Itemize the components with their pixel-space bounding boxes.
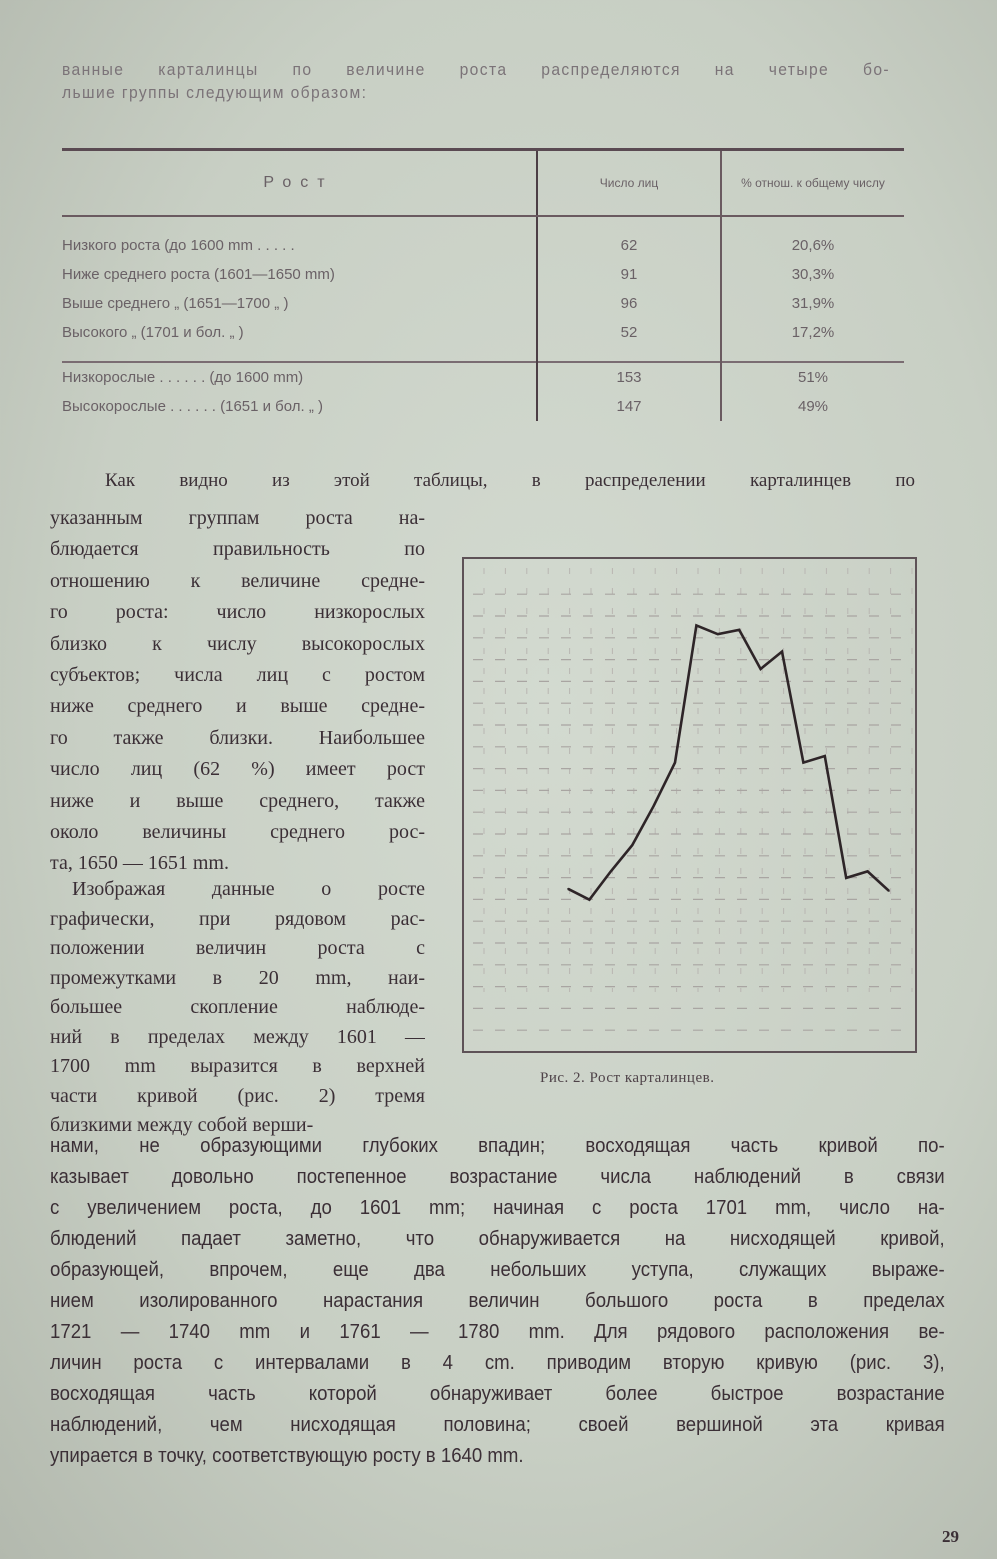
text-line: восходящая часть которой обнаруживает бо… [50, 1383, 945, 1405]
header-height: Рост [62, 148, 537, 217]
text-line: Изображая данные о росте [72, 878, 425, 900]
text-line: наблюдений, чем нисходящая половина; сво… [50, 1414, 945, 1436]
cell-count: 147 [536, 392, 721, 421]
table-row: Низкого роста (до 1600 mm . . . . . 62 2… [62, 216, 904, 260]
text-line: личин роста с интервалами в 4 cm. привод… [50, 1352, 945, 1374]
height-distribution-table: Рост Число лиц % отнош. к общему числу Н… [62, 148, 904, 421]
text-line: нием изолированного нарастания величин б… [50, 1290, 945, 1312]
text-line: число лиц (62 %) имеет рост [50, 758, 425, 781]
data-point [802, 761, 805, 764]
text-line: положении величин роста с [50, 937, 425, 959]
cell-count: 153 [536, 361, 721, 392]
cell-height: Низкого роста (до 1600 mm . . . . . [62, 237, 295, 254]
data-point [567, 887, 569, 890]
intro-text: ванные карталинцы по величине роста расп… [62, 60, 962, 106]
text-line: образующей, впрочем, еще два небольших у… [50, 1259, 945, 1281]
data-point [781, 650, 783, 653]
table-spacer [62, 347, 904, 362]
table-summary-row: Высокорослые . . . . . . (1651 и бол. „ … [62, 392, 904, 421]
text-line: блюдений падает заметно, что обнаруживае… [50, 1228, 945, 1250]
text-line: нами, не образующими глубоких впадин; во… [50, 1135, 945, 1157]
cell-percent: 51% [720, 361, 904, 392]
cell-count: 52 [536, 318, 721, 347]
header-count: Число лиц [536, 148, 721, 217]
table-header-row: Рост Число лиц % отнош. к общему числу [62, 148, 904, 217]
text-line: с увеличением роста, до 1601 mm; начиная… [50, 1197, 945, 1219]
text-line: ванные карталинцы по величине роста расп… [62, 60, 890, 79]
data-point [845, 877, 847, 879]
text-line: близко к числу высокорослых [50, 632, 425, 655]
text-line: близкими между собой верши- [50, 1114, 314, 1136]
text-line: графически, при рядовом рас- [50, 907, 425, 930]
figure-2-height-chart [462, 557, 917, 1053]
cell-count: 91 [536, 260, 721, 289]
page-number: 29 [942, 1527, 959, 1546]
text-line: го также близки. Наибольшее [50, 726, 425, 749]
text-line: субъектов; числа лиц с ростом [50, 663, 425, 686]
table-summary-row: Низкорослые . . . . . . (до 1600 mm) 153… [62, 361, 904, 392]
chart-frame [462, 557, 917, 1053]
cell-height: Низкорослые . . . . . . (до 1600 mm) [62, 361, 537, 392]
text-line: льшие группы следующим образом: [62, 83, 368, 102]
text-line: ниже среднего и выше средне- [50, 695, 425, 718]
cell-percent: 17,2% [720, 318, 904, 347]
data-point [588, 898, 591, 901]
data-point [738, 629, 740, 631]
text-line: казывает довольно постепенное возрастани… [50, 1166, 945, 1188]
data-point [717, 633, 719, 635]
cell-percent: 30,3% [720, 260, 904, 289]
text-line: та, 1650 — 1651 mm. [50, 852, 229, 875]
data-point [610, 870, 612, 873]
text-line: большее скопление наблюде- [50, 996, 425, 1018]
cell-height: Высокого „ (1701 и бол. „ ) [62, 324, 244, 341]
text-line: части кривой (рис. 2) тремя [50, 1084, 425, 1107]
data-point [759, 668, 762, 670]
series-line [567, 623, 890, 902]
paragraph-2-continued: нами, не образующими глубоких впадин; во… [50, 1131, 997, 1472]
paragraph-2: Изображая данные о росте графически, при … [50, 875, 425, 1141]
cell-percent: 20,6% [720, 216, 904, 260]
data-point [866, 870, 869, 873]
text-line: 1721 — 1740 mm и 1761 — 1780 mm. Для ряд… [50, 1321, 945, 1343]
text-line: упирается в точку, соответствующую росту… [50, 1445, 524, 1467]
cell-count: 62 [536, 216, 721, 260]
header-percent: % отнош. к общему числу [720, 148, 904, 217]
text-line: Как видно из этой таблицы, в распределен… [105, 470, 915, 491]
cell-count: 96 [536, 289, 721, 318]
cell-percent: 49% [720, 392, 904, 421]
cell-height: Высокорослые . . . . . . (1651 и бол. „ … [62, 398, 324, 415]
cell-height: Выше среднего „ (1651—1700 „ ) [62, 295, 289, 312]
data-point [674, 761, 676, 764]
text-line: блюдается правильность по [50, 538, 425, 561]
figure-caption: Рис. 2. Рост карталинцев. [540, 1070, 715, 1086]
data-point [888, 890, 890, 892]
paragraph-1-first-line: Как видно из этой таблицы, в распределен… [105, 470, 915, 500]
table-row: Выше среднего „ (1651—1700 „ ) 96 31,9% [62, 289, 904, 318]
paragraph-1: указанным группам роста на-блюдается пра… [50, 503, 425, 880]
cell-percent: 31,9% [720, 289, 904, 318]
text-line: отношению к величине средне- [50, 569, 425, 592]
text-line: ниже и выше среднего, также [50, 789, 425, 812]
text-line: около величины среднего рос- [50, 820, 425, 843]
data-point [824, 755, 826, 757]
cell-height: Ниже среднего роста (1601—1650 mm) [62, 266, 335, 283]
table-row: Высокого „ (1701 и бол. „ ) 52 17,2% [62, 318, 904, 347]
text-line: 1700 mm выразится в верхней [50, 1055, 425, 1077]
data-point [695, 624, 698, 627]
text-line: промежутками в 20 mm, наи- [50, 966, 425, 989]
data-point [652, 805, 655, 807]
text-line: ний в пределах между 1601 — [50, 1025, 425, 1048]
text-line: го роста: число низкорослых [50, 601, 425, 624]
data-point [631, 844, 633, 847]
table-row: Ниже среднего роста (1601—1650 mm) 91 30… [62, 260, 904, 289]
text-line: указанным группам роста на- [50, 507, 425, 529]
